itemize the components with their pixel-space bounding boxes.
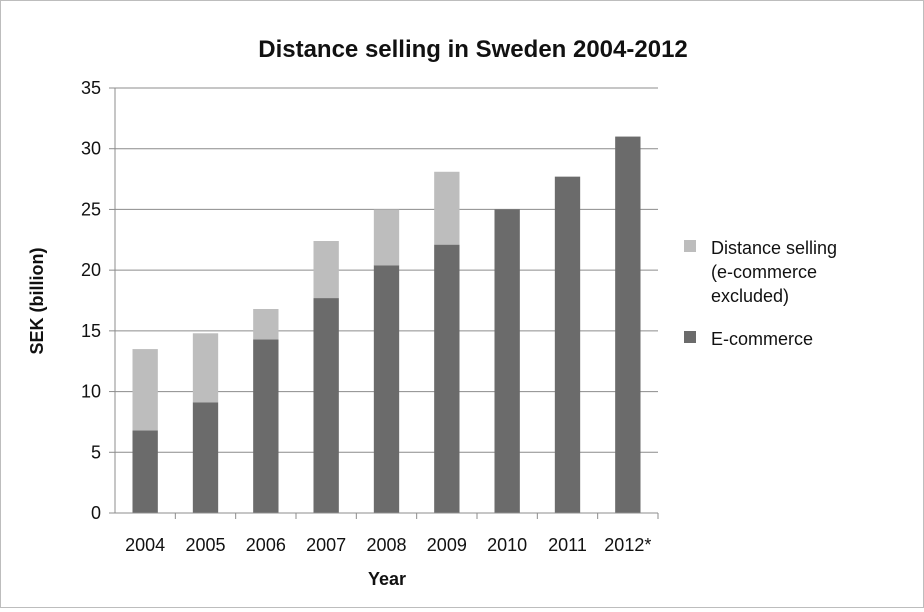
y-tick-label: 20 xyxy=(81,260,101,280)
bar-ecommerce xyxy=(132,430,158,513)
bar-ecommerce xyxy=(615,136,641,514)
bar-distance-selling xyxy=(192,333,219,403)
bar-ecommerce xyxy=(434,244,460,513)
y-tick-label: 0 xyxy=(91,503,101,523)
x-tick-label: 2004 xyxy=(125,535,165,555)
x-tick-label: 2009 xyxy=(427,535,467,555)
y-tick-label: 5 xyxy=(91,442,101,462)
legend-label: excluded) xyxy=(711,286,789,306)
legend-swatch-ecommerce xyxy=(684,331,696,343)
bars xyxy=(132,136,641,514)
y-axis-label: SEK (billion) xyxy=(27,248,47,355)
bar-distance-selling xyxy=(373,209,400,266)
x-tick-label: 2007 xyxy=(306,535,346,555)
bar-ecommerce xyxy=(554,176,581,513)
x-tick-label: 2008 xyxy=(366,535,406,555)
y-tick-label: 35 xyxy=(81,78,101,98)
bar-distance-selling xyxy=(253,309,279,340)
bar-distance-selling xyxy=(132,349,158,431)
x-tick-label: 2006 xyxy=(246,535,286,555)
bar-ecommerce xyxy=(192,402,219,513)
bar-distance-selling xyxy=(434,171,460,245)
legend-label: E-commerce xyxy=(711,329,813,349)
legend-label: Distance selling xyxy=(711,238,837,258)
bar-distance-selling xyxy=(313,241,339,299)
x-tick-labels: 2004 2005 2006 2007 2008 2009 2010 2011 2012* xyxy=(125,535,651,555)
legend-label: (e-commerce xyxy=(711,262,817,282)
chart-title: Distance selling in Sweden 2004-2012 xyxy=(258,36,688,63)
legend-swatch-distance-selling xyxy=(684,240,696,252)
legend: Distance selling (e-commerce excluded) E-co… xyxy=(684,238,837,349)
y-tick-label: 25 xyxy=(81,199,101,219)
bar-ecommerce xyxy=(253,339,279,513)
axes xyxy=(109,87,659,519)
bar-ecommerce xyxy=(313,298,339,513)
y-tick-label: 30 xyxy=(81,139,101,159)
x-tick-label: 2011 xyxy=(548,535,587,555)
y-tick-label: 10 xyxy=(81,382,101,402)
y-tick-labels: 0 5 10 15 20 25 30 35 xyxy=(81,78,101,523)
x-tick-label: 2012* xyxy=(604,535,651,555)
bar-ecommerce xyxy=(494,209,520,513)
x-axis-label: Year xyxy=(368,569,406,589)
y-tick-label: 15 xyxy=(81,321,101,341)
bar-ecommerce xyxy=(373,265,400,513)
x-tick-label: 2005 xyxy=(185,535,225,555)
x-tick-label: 2010 xyxy=(487,535,527,555)
